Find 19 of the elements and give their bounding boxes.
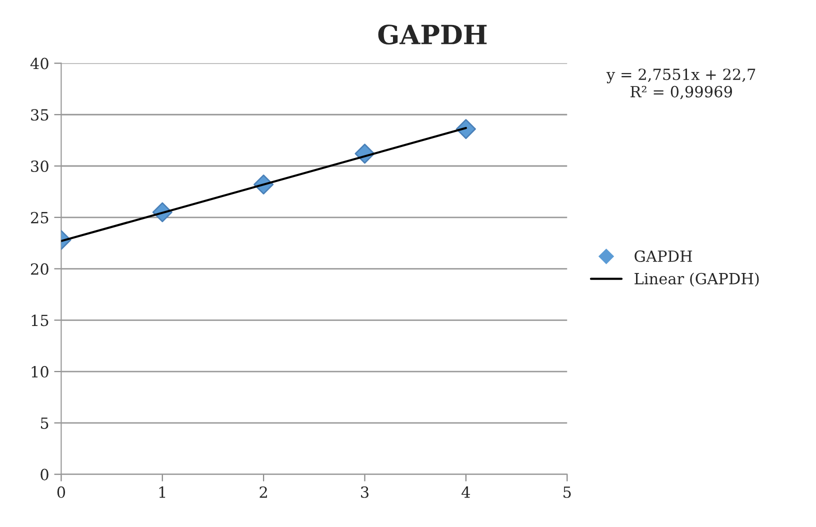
x-tick-label: 5 bbox=[564, 486, 571, 498]
text: y = 2,7551x + 22,7 R² = 0,99969 bbox=[606, 68, 756, 100]
y-tick-label: 15 bbox=[32, 314, 48, 326]
chart-title: GAPDH bbox=[378, 24, 487, 45]
x-tick-label: 2 bbox=[260, 486, 267, 498]
y-tick-label: 0 bbox=[40, 468, 48, 480]
x-tick-label: 1 bbox=[159, 486, 166, 498]
y-tick-label: 5 bbox=[40, 418, 48, 429]
y-tick-label: 35 bbox=[31, 109, 48, 121]
y-tick-label: 10 bbox=[32, 366, 48, 378]
legend-label: GAPDH bbox=[634, 250, 692, 262]
x-tick-label: 0 bbox=[57, 486, 66, 498]
y-tick-label: 25 bbox=[30, 212, 48, 224]
x-tick-label: 4 bbox=[462, 486, 470, 498]
y-tick-label: 20 bbox=[30, 263, 48, 275]
legend-label: Linear (GAPDH) bbox=[634, 272, 759, 287]
y-tick-label: 40 bbox=[30, 58, 48, 70]
x-tick-label: 3 bbox=[361, 486, 368, 498]
y-tick-label: 30 bbox=[31, 160, 48, 172]
